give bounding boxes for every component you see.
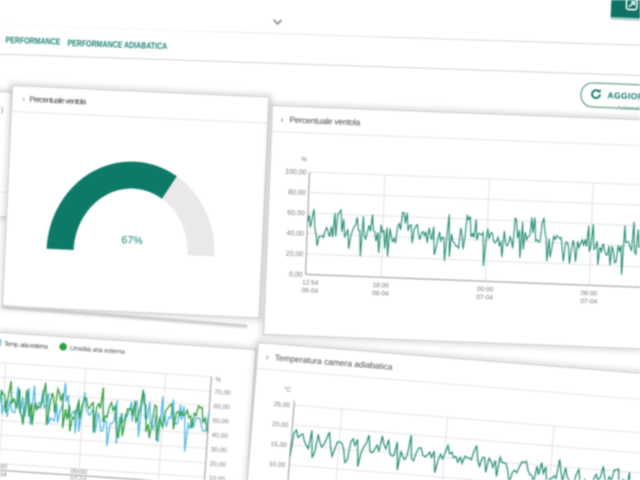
- svg-text:67%: 67%: [121, 234, 143, 247]
- svg-text:06:00: 06:00: [581, 290, 598, 298]
- svg-text:12:00: 12:00: [0, 463, 8, 471]
- svg-text:0,00: 0,00: [289, 271, 303, 279]
- svg-text:100,00: 100,00: [285, 169, 307, 177]
- svg-text:06-04: 06-04: [301, 287, 318, 295]
- svg-text:10,00: 10,00: [208, 475, 225, 480]
- svg-text:%: %: [215, 376, 221, 383]
- svg-text:06-04: 06-04: [372, 290, 389, 298]
- svg-text:20,00: 20,00: [209, 461, 226, 469]
- svg-text:Temp. aria esterna: Temp. aria esterna: [4, 341, 49, 351]
- svg-text:60,00: 60,00: [287, 210, 305, 218]
- svg-text:40,00: 40,00: [286, 230, 304, 238]
- svg-text:07-04: 07-04: [0, 471, 7, 479]
- svg-text:07-04: 07-04: [580, 298, 597, 306]
- svg-text:18:00: 18:00: [372, 282, 389, 290]
- svg-text:00:00: 00:00: [477, 286, 494, 294]
- svg-text:00:00: 00:00: [70, 468, 87, 476]
- svg-text:12:54: 12:54: [302, 279, 319, 287]
- svg-text:20,00: 20,00: [272, 421, 289, 429]
- svg-text:Percentuale ventola: Percentuale ventola: [289, 115, 361, 128]
- svg-text:07-04: 07-04: [476, 294, 493, 302]
- svg-text:70,00: 70,00: [214, 389, 231, 397]
- svg-text:30,00: 30,00: [210, 446, 227, 454]
- svg-text:%: %: [301, 156, 307, 163]
- svg-text:40,00: 40,00: [211, 432, 228, 440]
- svg-text:Percentuale ventola: Percentuale ventola: [29, 95, 87, 107]
- svg-text:15,00: 15,00: [270, 441, 287, 449]
- svg-text:60,00: 60,00: [213, 403, 230, 411]
- svg-text:07-04: 07-04: [70, 476, 87, 480]
- svg-text:80,00: 80,00: [288, 189, 306, 197]
- svg-text:Umidità aria esterna: Umidità aria esterna: [70, 345, 126, 356]
- svg-text:10,00: 10,00: [269, 461, 286, 469]
- svg-text:50,00: 50,00: [212, 418, 229, 426]
- svg-text:20,00: 20,00: [286, 251, 304, 259]
- svg-text:25,00: 25,00: [273, 401, 290, 409]
- svg-text:°C: °C: [284, 385, 292, 394]
